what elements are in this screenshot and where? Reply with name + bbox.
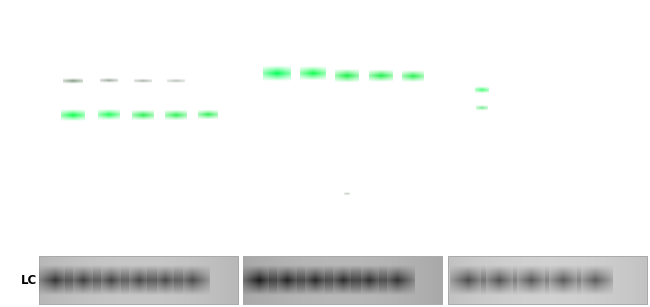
Text: 1: 1 xyxy=(464,11,471,21)
Text: 1: 1 xyxy=(259,11,267,21)
Text: 3: 3 xyxy=(135,11,142,21)
Text: B: B xyxy=(252,227,263,242)
Text: 3: 3 xyxy=(339,11,346,21)
Text: 4: 4 xyxy=(175,11,182,21)
Text: LC: LC xyxy=(21,274,38,287)
Text: 5: 5 xyxy=(214,11,222,21)
Text: 2: 2 xyxy=(504,11,511,21)
Text: 5: 5 xyxy=(419,11,426,21)
Text: 4: 4 xyxy=(379,11,386,21)
Text: A: A xyxy=(47,227,58,242)
Text: 1: 1 xyxy=(55,11,62,21)
Text: 2: 2 xyxy=(300,11,307,21)
Text: 5: 5 xyxy=(623,11,630,21)
Text: 3: 3 xyxy=(543,11,551,21)
Text: 2: 2 xyxy=(95,11,102,21)
Text: 4: 4 xyxy=(583,11,591,21)
Text: C: C xyxy=(456,227,467,242)
